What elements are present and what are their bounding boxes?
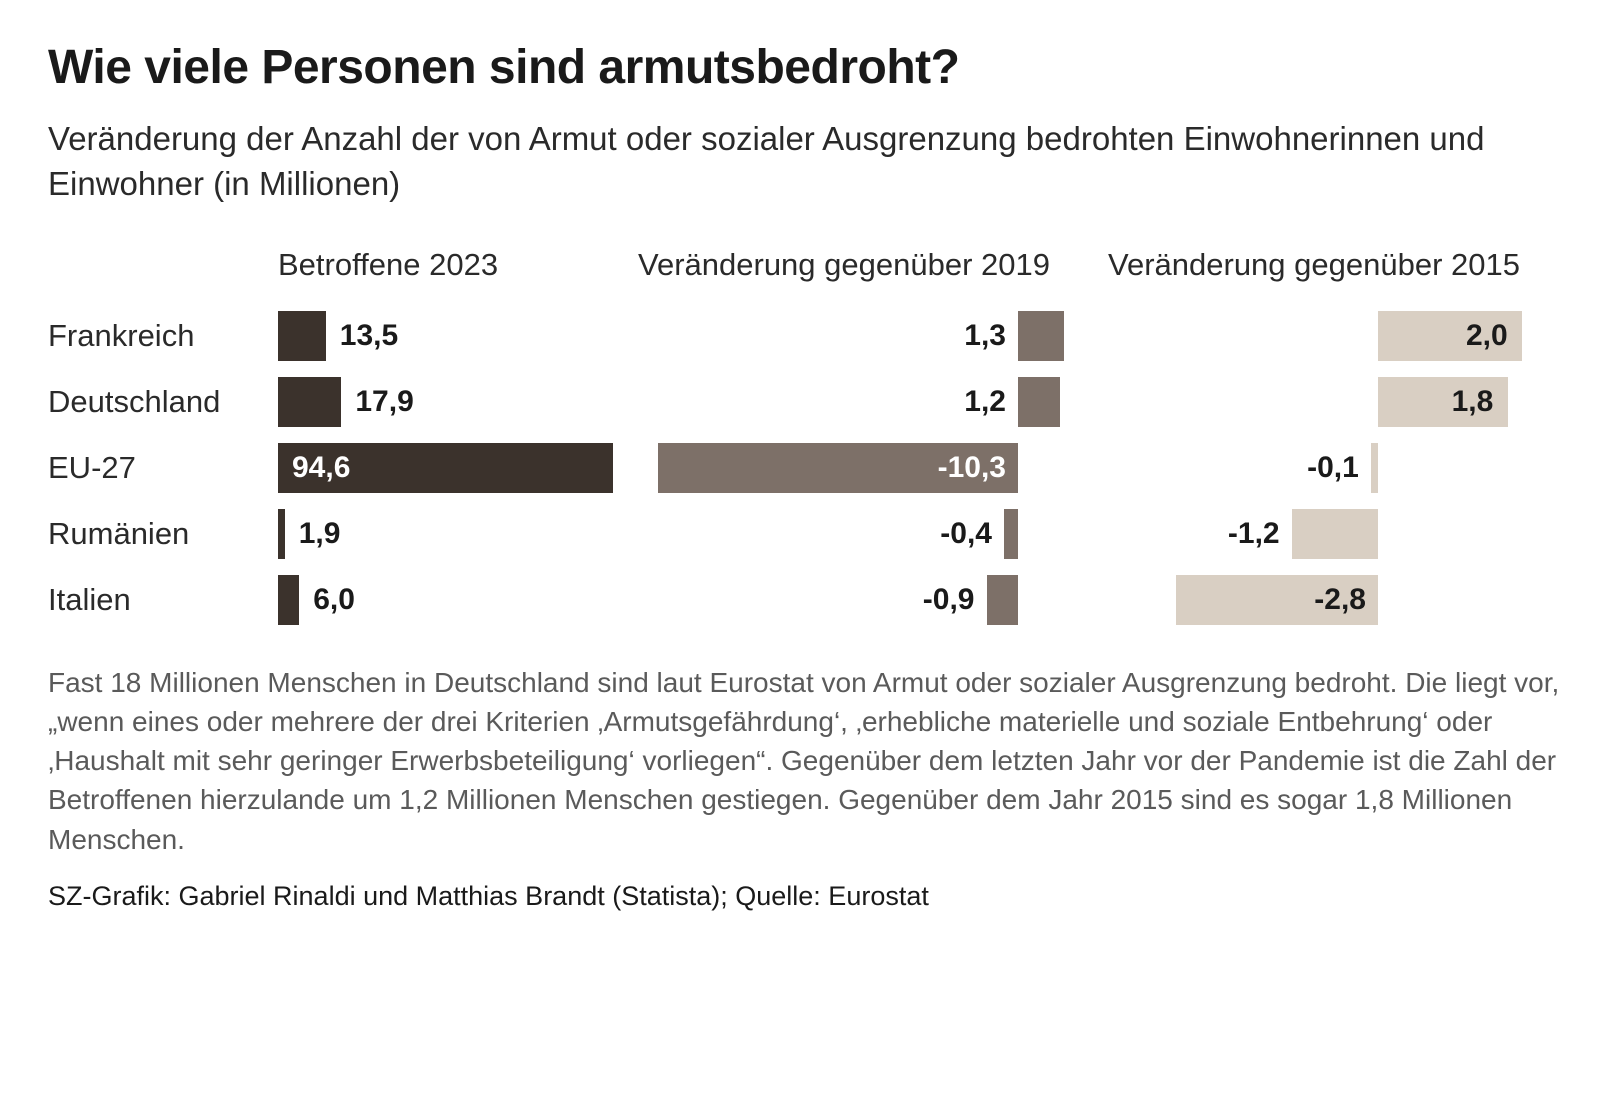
cell-change-2015: 2,0	[1108, 311, 1578, 361]
row-label: Rumänien	[48, 516, 278, 552]
chart-rows: Frankreich 13,5 1,3 2,0 Deutschland 17,9 1,2 1,…	[48, 303, 1560, 633]
bar-label-change-2015: -2,8	[1314, 583, 1366, 617]
cell-change-2019: -0,9	[638, 575, 1108, 625]
chart-row: Frankreich 13,5 1,3 2,0	[48, 303, 1560, 369]
chart-subtitle: Veränderung der Anzahl der von Armut ode…	[48, 117, 1560, 206]
cell-change-2019: 1,2	[638, 377, 1108, 427]
cell-affected-2023: 1,9	[278, 509, 638, 559]
bar-change-2015	[1292, 509, 1378, 559]
bar-label-affected-2023: 13,5	[340, 319, 398, 353]
cell-change-2015: -2,8	[1108, 575, 1578, 625]
cell-change-2015: -0,1	[1108, 443, 1578, 493]
chart-row: Deutschland 17,9 1,2 1,8	[48, 369, 1560, 435]
bar-label-change-2019: 1,2	[964, 385, 1006, 419]
chart-area: Betroffene 2023 Veränderung gegenüber 20…	[48, 246, 1560, 633]
chart-row: Rumänien 1,9 -0,4 -1,2	[48, 501, 1560, 567]
bar-label-affected-2023: 1,9	[299, 517, 341, 551]
chart-row: EU-27 94,6 -10,3 -0,1	[48, 435, 1560, 501]
bar-change-2019	[987, 575, 1019, 625]
bar-label-change-2015: 1,8	[1452, 385, 1494, 419]
bar-affected-2023	[278, 377, 341, 427]
bar-label-affected-2023: 6,0	[313, 583, 355, 617]
cell-change-2019: 1,3	[638, 311, 1108, 361]
cell-change-2019: -0,4	[638, 509, 1108, 559]
column-header-3: Veränderung gegenüber 2015	[1108, 246, 1578, 285]
bar-label-change-2019: -10,3	[938, 451, 1006, 485]
cell-change-2015: 1,8	[1108, 377, 1578, 427]
bar-label-change-2015: -1,2	[1228, 517, 1280, 551]
cell-affected-2023: 13,5	[278, 311, 638, 361]
bar-label-change-2019: 1,3	[964, 319, 1006, 353]
bar-label-affected-2023: 94,6	[292, 451, 350, 485]
bar-affected-2023	[278, 509, 285, 559]
bar-label-change-2015: -0,1	[1307, 451, 1359, 485]
column-header-1: Betroffene 2023	[278, 246, 638, 285]
bar-change-2019	[1004, 509, 1018, 559]
chart-source: SZ-Grafik: Gabriel Rinaldi und Matthias …	[48, 881, 1560, 912]
cell-affected-2023: 17,9	[278, 377, 638, 427]
bar-label-affected-2023: 17,9	[355, 385, 413, 419]
cell-change-2019: -10,3	[638, 443, 1108, 493]
column-header-2: Veränderung gegenüber 2019	[638, 246, 1108, 285]
bar-label-change-2019: -0,4	[940, 517, 992, 551]
bar-label-change-2019: -0,9	[923, 583, 975, 617]
bar-change-2015	[1371, 443, 1378, 493]
bar-change-2019	[1018, 377, 1060, 427]
column-headers: Betroffene 2023 Veränderung gegenüber 20…	[48, 246, 1560, 285]
chart-title: Wie viele Personen sind armutsbedroht?	[48, 40, 1560, 95]
row-label: EU-27	[48, 450, 278, 486]
row-label: Deutschland	[48, 384, 278, 420]
cell-change-2015: -1,2	[1108, 509, 1578, 559]
row-label: Frankreich	[48, 318, 278, 354]
row-label: Italien	[48, 582, 278, 618]
bar-affected-2023	[278, 575, 299, 625]
chart-caption: Fast 18 Millionen Menschen in Deutschlan…	[48, 663, 1560, 859]
cell-affected-2023: 6,0	[278, 575, 638, 625]
chart-row: Italien 6,0 -0,9 -2,8	[48, 567, 1560, 633]
bar-change-2019	[1018, 311, 1064, 361]
bar-affected-2023	[278, 311, 326, 361]
cell-affected-2023: 94,6	[278, 443, 638, 493]
bar-label-change-2015: 2,0	[1466, 319, 1508, 353]
